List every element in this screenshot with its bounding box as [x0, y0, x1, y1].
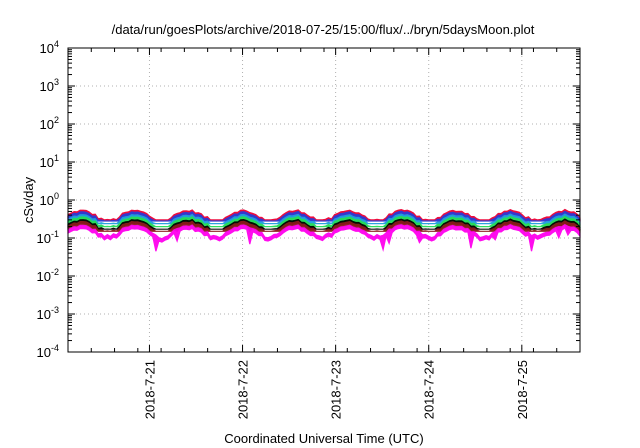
y-tick-label: 101 [40, 153, 59, 170]
y-axis-label: cSv/day [21, 176, 36, 223]
series-group [67, 208, 581, 252]
y-tick-label: 10-3 [37, 305, 59, 322]
y-tick-label: 102 [40, 115, 59, 132]
x-tick-label: 2018-7-22 [236, 360, 251, 419]
x-axis: 2018-7-21 2018-7-22 2018-7-23 2018-7-24 2018… [67, 48, 581, 419]
grid [68, 48, 580, 352]
y-tick-label: 100 [40, 191, 59, 208]
x-tick-label: 2018-7-21 [142, 360, 157, 419]
x-axis-label: Coordinated Universal Time (UTC) [224, 431, 423, 446]
y-axis: 10-4 10-3 10-2 10-1 100 101 102 103 104 [37, 39, 580, 360]
y-tick-label: 10-1 [37, 229, 59, 246]
y-tick-label: 10-4 [37, 343, 59, 360]
x-tick-label: 2018-7-24 [422, 360, 437, 419]
y-tick-label: 103 [40, 77, 59, 94]
y-tick-label: 104 [40, 39, 59, 56]
x-tick-label: 2018-7-25 [515, 360, 530, 419]
y-tick-label: 10-2 [37, 267, 59, 284]
chart-title: /data/run/goesPlots/archive/2018-07-25/1… [112, 22, 535, 37]
x-tick-label: 2018-7-23 [329, 360, 344, 419]
